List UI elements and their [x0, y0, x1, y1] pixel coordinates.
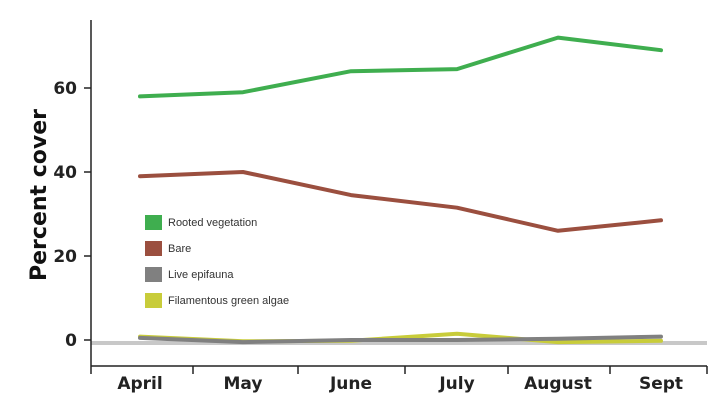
legend-label: Live epifauna: [168, 269, 234, 281]
series-line-live-epifauna: [138, 334, 663, 345]
legend-swatch: [145, 215, 162, 230]
legend-swatch: [145, 241, 162, 256]
legend-label: Rooted vegetation: [168, 217, 257, 229]
x-tick-label: July: [438, 374, 474, 393]
y-tick-label: 60: [53, 79, 77, 99]
legend-swatch: [145, 267, 162, 282]
y-tick-label: 20: [53, 247, 77, 267]
series-lines: [138, 35, 663, 345]
y-axis-label: Percent cover: [27, 109, 52, 281]
series-line-rooted-vegetation: [138, 35, 663, 99]
y-tick-label: 0: [65, 331, 77, 351]
x-tick-label: Sept: [639, 374, 683, 393]
x-tick-label: May: [224, 374, 263, 393]
legend: Rooted vegetation Bare Live epifauna Filame…: [145, 215, 289, 308]
legend-swatch: [145, 293, 162, 308]
y-tick-label: 40: [53, 163, 77, 183]
x-tick-label: August: [524, 374, 592, 393]
axes: 0 20 40 60 April May June July August Sept: [53, 20, 708, 393]
legend-label: Filamentous green algae: [168, 295, 289, 307]
x-tick-label: April: [117, 374, 162, 393]
x-tick-label: June: [329, 374, 372, 393]
legend-label: Bare: [168, 243, 191, 255]
series-line-bare: [138, 170, 663, 233]
